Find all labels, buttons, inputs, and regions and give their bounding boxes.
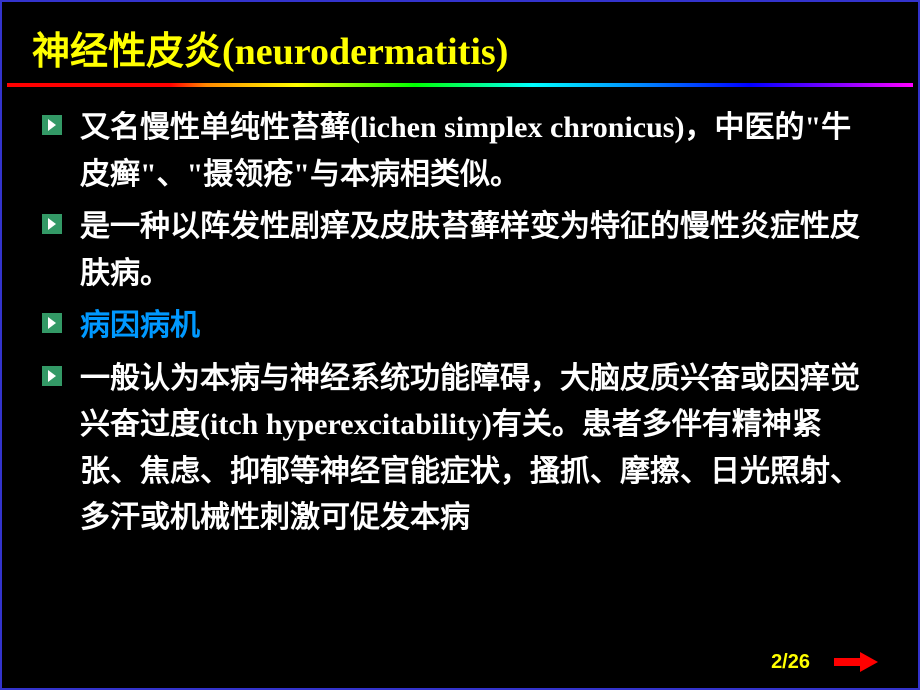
next-arrow-icon[interactable] xyxy=(834,650,878,674)
slide-container: 神经性皮炎(neurodermatitis) 又名慢性单纯性苔藓(lichen … xyxy=(0,0,920,690)
bullet-text: 一般认为本病与神经系统功能障碍，大脑皮质兴奋或因痒觉兴奋过度(itch hype… xyxy=(80,356,878,542)
bullet-arrow-icon xyxy=(42,313,62,333)
slide-footer: 2/26 xyxy=(771,650,878,674)
bullet-item: 一般认为本病与神经系统功能障碍，大脑皮质兴奋或因痒觉兴奋过度(itch hype… xyxy=(42,356,878,542)
bullet-text: 又名慢性单纯性苔藓(lichen simplex chronicus)，中医的"… xyxy=(80,105,878,198)
bullet-text: 是一种以阵发性剧痒及皮肤苔藓样变为特征的慢性炎症性皮肤病。 xyxy=(80,204,878,297)
slide-title: 神经性皮炎(neurodermatitis) xyxy=(2,2,918,83)
bullet-arrow-icon xyxy=(42,115,62,135)
bullet-arrow-icon xyxy=(42,366,62,386)
bullet-item: 病因病机 xyxy=(42,303,878,350)
bullet-text-heading: 病因病机 xyxy=(80,303,200,350)
slide-content: 又名慢性单纯性苔藓(lichen simplex chronicus)，中医的"… xyxy=(2,87,918,542)
bullet-arrow-icon xyxy=(42,214,62,234)
page-number: 2/26 xyxy=(771,651,810,674)
bullet-item: 是一种以阵发性剧痒及皮肤苔藓样变为特征的慢性炎症性皮肤病。 xyxy=(42,204,878,297)
bullet-item: 又名慢性单纯性苔藓(lichen simplex chronicus)，中医的"… xyxy=(42,105,878,198)
